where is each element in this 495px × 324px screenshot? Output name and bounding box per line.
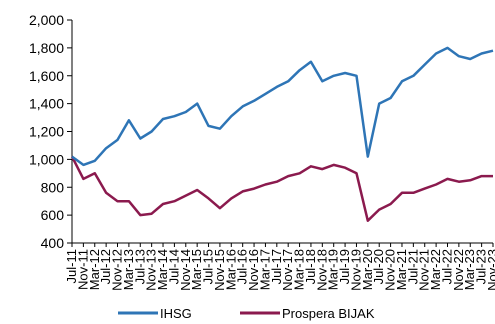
x-tick-label: Nov-22: [451, 249, 466, 291]
y-axis: 400 600 800 1,000 1,200 1,400 1,600 1,800 2,000: [29, 12, 73, 251]
y-tick-label: 1,200: [29, 124, 64, 140]
series-line-1: [70, 156, 493, 222]
y-tick-label: 1,000: [29, 151, 64, 167]
x-tick-label: Mar-15: [189, 249, 204, 290]
x-tick-label: Mar-22: [428, 249, 443, 290]
x-tick-label: Mar-20: [360, 249, 375, 290]
x-tick-label: Jul-11: [64, 249, 79, 283]
x-tick-label: Nov-20: [383, 249, 398, 291]
x-tick-label: Mar-13: [121, 249, 136, 290]
series-line-0: [71, 46, 494, 167]
x-tick-label: Nov-12: [110, 249, 125, 291]
legend: IHSG Prospera BIJAK: [118, 306, 375, 321]
y-tick-label: 2,000: [29, 12, 64, 28]
y-tick-label: 800: [41, 179, 65, 195]
y-tick-label: 600: [41, 207, 65, 223]
x-tick-label: Jul-21: [405, 249, 420, 284]
x-tick-label: Nov-23: [485, 249, 495, 291]
x-tick-label: Jul-22: [439, 249, 454, 284]
x-tick-label: Nov-16: [246, 249, 261, 291]
x-tick-label: Jul-19: [337, 249, 352, 284]
x-tick-label: Mar-16: [223, 249, 238, 290]
x-tick-label: Jul-20: [371, 249, 386, 284]
x-tick-label: Mar-18: [292, 249, 307, 290]
y-tick-label: 1,600: [29, 68, 64, 84]
x-tick-label: Mar-12: [87, 249, 102, 290]
x-tick-label: Jul-16: [235, 249, 250, 284]
x-tick-label: Jul-13: [132, 249, 147, 284]
x-tick-label: Jul-14: [166, 249, 181, 284]
series-lines: [70, 46, 494, 222]
x-tick-label: Nov-21: [417, 249, 432, 291]
x-tick-label: Jul-18: [303, 249, 318, 284]
x-tick-label: Nov-18: [314, 249, 329, 291]
y-tick-label: 400: [41, 235, 65, 251]
x-axis: Jul-11Nov-11Mar-12Jul-12Nov-12Mar-13Jul-…: [64, 242, 495, 291]
x-tick-label: Jul-12: [98, 249, 113, 284]
x-tick-label: Mar-21: [394, 249, 409, 290]
x-tick-label: Nov-19: [348, 249, 363, 291]
x-tick-label: Mar-17: [257, 249, 272, 290]
x-tick-label: Jul-23: [474, 249, 489, 284]
x-tick-label: Jul-17: [269, 249, 284, 284]
legend-label-1: Prospera BIJAK: [282, 306, 375, 321]
x-tick-label: Nov-11: [75, 249, 90, 290]
x-tick-label: Nov-14: [178, 249, 193, 291]
x-tick-label: Nov-13: [144, 249, 159, 291]
x-tick-label: Mar-19: [326, 249, 341, 290]
x-tick-label: Jul-15: [201, 249, 216, 284]
x-tick-label: Nov-15: [212, 249, 227, 291]
legend-label-0: IHSG: [160, 306, 192, 321]
x-tick-label: Mar-23: [462, 249, 477, 290]
x-tick-label: Nov-17: [280, 249, 295, 291]
y-tick-label: 1,800: [29, 40, 64, 56]
x-tick-label: Mar-14: [155, 249, 170, 290]
y-tick-label: 1,400: [29, 96, 64, 112]
